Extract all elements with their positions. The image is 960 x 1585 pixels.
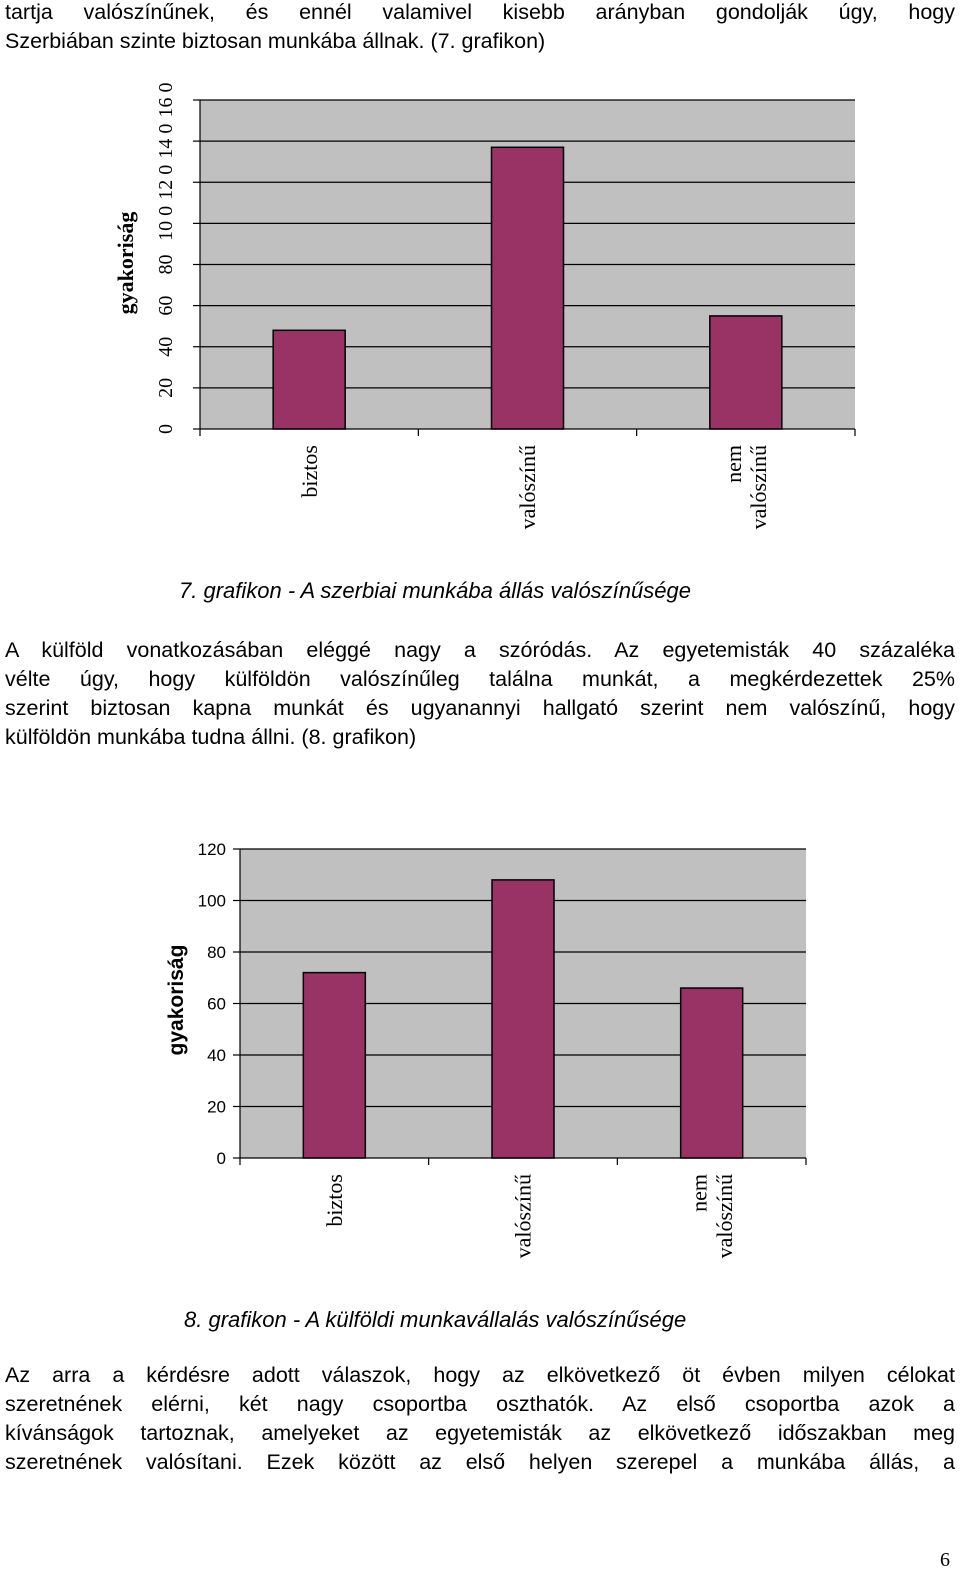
- y-tick-label: 0: [217, 1149, 226, 1168]
- paragraph-line: Az arra a kérdésre adott válaszok, hogy …: [5, 1363, 955, 1387]
- chart-8-caption: 8. grafikon - A külföldi munkavállalás v…: [184, 1307, 687, 1332]
- y-tick-label: 60: [155, 296, 177, 316]
- paragraph-line: szeretnének valósítani. Ezek között az e…: [5, 1450, 955, 1474]
- y-tick-label: 80: [155, 255, 177, 275]
- bar: [491, 879, 555, 1159]
- page-number: 6: [940, 1549, 950, 1571]
- paragraph-line: szeretnének elérni, két nagy csoportba o…: [5, 1392, 955, 1416]
- y-axis-title: gyakoriság: [113, 212, 138, 315]
- paragraph-line: tartja valószínűnek, és ennél valamivel …: [5, 0, 955, 24]
- category-label: nem: [687, 1174, 712, 1212]
- y-tick-label: 40: [155, 337, 177, 357]
- bar: [302, 971, 367, 1159]
- y-tick-label: 20: [207, 1098, 226, 1117]
- category-label: valószínű: [712, 1174, 737, 1258]
- category-label: biztos: [322, 1174, 347, 1227]
- bar: [679, 987, 744, 1159]
- y-tick-label: 14 0: [155, 124, 177, 159]
- chart-7: 0 20 40 60 80 10 0 12 0 14 0 16 0 biztos valószínű…: [113, 83, 856, 529]
- bar: [490, 146, 565, 430]
- y-tick-label: 100: [198, 892, 226, 911]
- category-label: valószínű: [746, 445, 771, 529]
- y-tick-label: 60: [207, 995, 226, 1014]
- y-tick-label: 0: [155, 424, 177, 434]
- paragraph-line: Szerbiában szinte biztosan munkába állna…: [5, 27, 955, 56]
- y-tick-label: 80: [207, 943, 226, 962]
- paragraph-bottom: Az arra a kérdésre adott válaszok, hogy …: [5, 1361, 955, 1477]
- bar: [709, 315, 783, 430]
- paragraph-line: szerint biztosan kapna munkát és ugyanan…: [5, 696, 955, 720]
- paragraph-line: külföldön munkába tudna állni. (8. grafi…: [5, 725, 417, 749]
- y-tick-label: 16 0: [155, 83, 177, 118]
- chart-7-caption: 7. grafikon - A szerbiai munkába állás v…: [179, 578, 691, 603]
- paragraph-line: kívánságok tartoznak, amelyeket az egyet…: [5, 1421, 955, 1445]
- category-label: biztos: [297, 445, 322, 498]
- y-tick-label: 12 0: [155, 165, 177, 200]
- y-axis-title: gyakoriság: [165, 945, 188, 1056]
- y-tick-label: 10 0: [155, 206, 177, 241]
- category-label: valószínű: [511, 1174, 536, 1258]
- y-tick-label: 120: [198, 840, 226, 859]
- y-tick-label: 20: [155, 378, 177, 398]
- paragraph-line: A külföld vonatkozásában eléggé nagy a s…: [5, 638, 955, 662]
- y-tick-label: 40: [207, 1046, 226, 1065]
- paragraph-middle: A külföld vonatkozásában eléggé nagy a s…: [5, 636, 955, 752]
- category-label: nem: [721, 445, 746, 483]
- bar: [272, 329, 346, 430]
- paragraph-top: tartja valószínűnek, és ennél valamivel …: [5, 0, 955, 56]
- paragraph-line-text: Szerbiában szinte biztosan munkába állna…: [5, 29, 546, 53]
- category-label: valószínű: [515, 445, 540, 529]
- paragraph-line: vélte úgy, hogy külföldön valószínűleg t…: [5, 667, 955, 691]
